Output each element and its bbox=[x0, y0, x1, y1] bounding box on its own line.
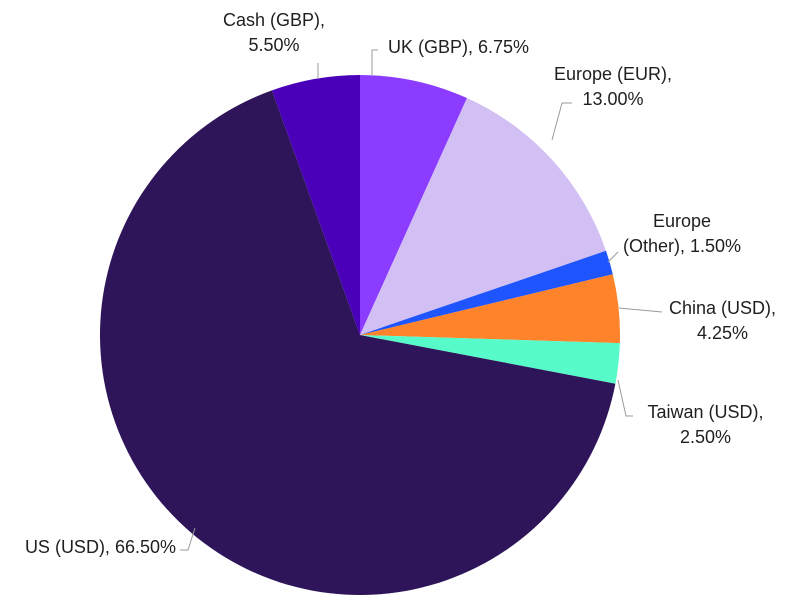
slice-europe-eur bbox=[360, 98, 606, 335]
label-europe-eur: Europe (EUR), 13.00% bbox=[538, 62, 688, 112]
label-cash-gbp: Cash (GBP), 5.50% bbox=[214, 8, 334, 58]
slice-europe-other bbox=[360, 250, 613, 335]
leader-lines bbox=[180, 49, 663, 551]
slice-taiwan-usd bbox=[360, 335, 620, 384]
leader-china-usd bbox=[618, 307, 663, 313]
label-europe-other-line-2: (Other), 1.50% bbox=[622, 236, 742, 256]
leader-uk-gbp bbox=[371, 49, 378, 76]
label-europe-other-line-1: Europe bbox=[652, 211, 712, 231]
slice-china-usd bbox=[360, 274, 620, 344]
slice-us-usd bbox=[99, 90, 616, 596]
label-europe-eur-line-1: Europe (EUR), bbox=[553, 64, 673, 84]
slice-uk-gbp bbox=[360, 75, 467, 335]
pie-slices bbox=[99, 75, 620, 596]
label-us-usd: US (USD), 66.50% bbox=[0, 535, 176, 560]
label-china-usd: China (USD), 4.25% bbox=[660, 296, 785, 346]
label-china-usd-line-2: 4.25% bbox=[696, 323, 749, 343]
leader-taiwan-usd bbox=[617, 379, 633, 417]
label-uk-gbp-line-1: UK (GBP), 6.75% bbox=[388, 37, 530, 57]
slice-cash-gbp bbox=[271, 75, 360, 335]
label-taiwan-usd-line-2: 2.50% bbox=[679, 427, 732, 447]
label-us-usd-line-1: US (USD), 66.50% bbox=[24, 537, 176, 557]
label-taiwan-usd: Taiwan (USD), 2.50% bbox=[633, 400, 778, 450]
label-cash-gbp-line-1: Cash (GBP), bbox=[222, 10, 326, 30]
leader-europe-eur bbox=[551, 102, 572, 141]
label-europe-other: Europe (Other), 1.50% bbox=[612, 209, 752, 259]
label-cash-gbp-line-2: 5.50% bbox=[248, 35, 300, 55]
label-taiwan-usd-line-1: Taiwan (USD), bbox=[647, 402, 764, 422]
label-europe-eur-line-2: 13.00% bbox=[582, 89, 644, 109]
leader-europe-other bbox=[607, 251, 619, 263]
leader-us-usd bbox=[180, 527, 196, 551]
label-china-usd-line-1: China (USD), bbox=[668, 298, 777, 318]
label-uk-gbp: UK (GBP), 6.75% bbox=[388, 35, 529, 60]
